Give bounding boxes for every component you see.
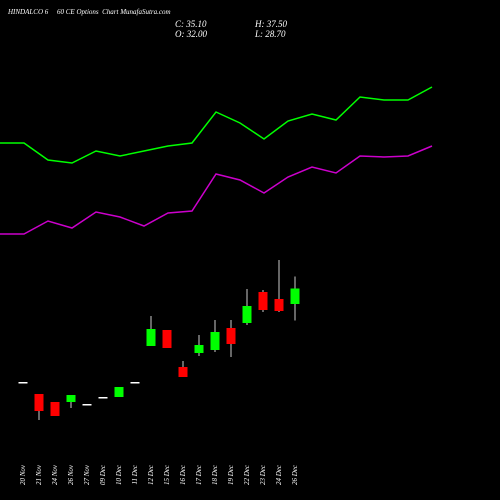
- x-tick-label: 22 Dec: [243, 464, 251, 485]
- candle-body: [34, 394, 44, 411]
- stat-close: C: 35.10: [175, 19, 207, 29]
- x-tick-label: 10 Dec: [115, 464, 123, 485]
- x-tick-label: 26 Nov: [67, 464, 75, 485]
- candle-body: [242, 306, 252, 323]
- candle-body: [98, 397, 108, 399]
- candle-body: [18, 382, 28, 384]
- candle-body: [114, 387, 124, 397]
- candle-body: [210, 332, 220, 350]
- chart-title: HINDALCO 6 60 CE Options Chart MunafaSut…: [7, 8, 171, 16]
- candle-body: [274, 299, 284, 311]
- x-tick-label: 20 Nov: [19, 464, 27, 485]
- candle-body: [162, 330, 172, 348]
- x-tick-label: 12 Dec: [147, 464, 155, 485]
- x-tick-label: 26 Dec: [291, 464, 299, 485]
- x-tick-label: 09 Dec: [99, 464, 107, 485]
- x-tick-label: 17 Dec: [195, 464, 203, 485]
- candle-body: [226, 328, 236, 344]
- candle-body: [258, 292, 268, 310]
- x-tick-label: 16 Dec: [179, 464, 187, 485]
- x-tick-label: 24 Nov: [51, 464, 59, 485]
- stat-high: H: 37.50: [254, 19, 287, 29]
- indicator-line: [0, 145, 433, 235]
- candle-body: [290, 288, 300, 304]
- stat-low: L: 28.70: [254, 29, 286, 39]
- candle-body: [130, 382, 140, 384]
- x-tick-label: 19 Dec: [227, 464, 235, 485]
- candle-body: [146, 329, 156, 346]
- x-tick-label: 24 Dec: [275, 464, 283, 485]
- indicator-line: [0, 86, 433, 164]
- x-tick-label: 18 Dec: [211, 464, 219, 485]
- x-tick-label: 27 Nov: [83, 464, 91, 485]
- x-tick-label: 15 Dec: [163, 464, 171, 485]
- x-tick-label: 21 Nov: [35, 464, 43, 485]
- candle-body: [194, 345, 204, 353]
- x-tick-label: 23 Dec: [259, 464, 267, 485]
- candle-body: [66, 395, 76, 402]
- candle-body: [178, 367, 188, 377]
- candle-body: [50, 402, 60, 416]
- x-tick-label: 11 Dec: [131, 464, 139, 484]
- candle-body: [82, 404, 92, 406]
- stat-open: O: 32.00: [175, 29, 207, 39]
